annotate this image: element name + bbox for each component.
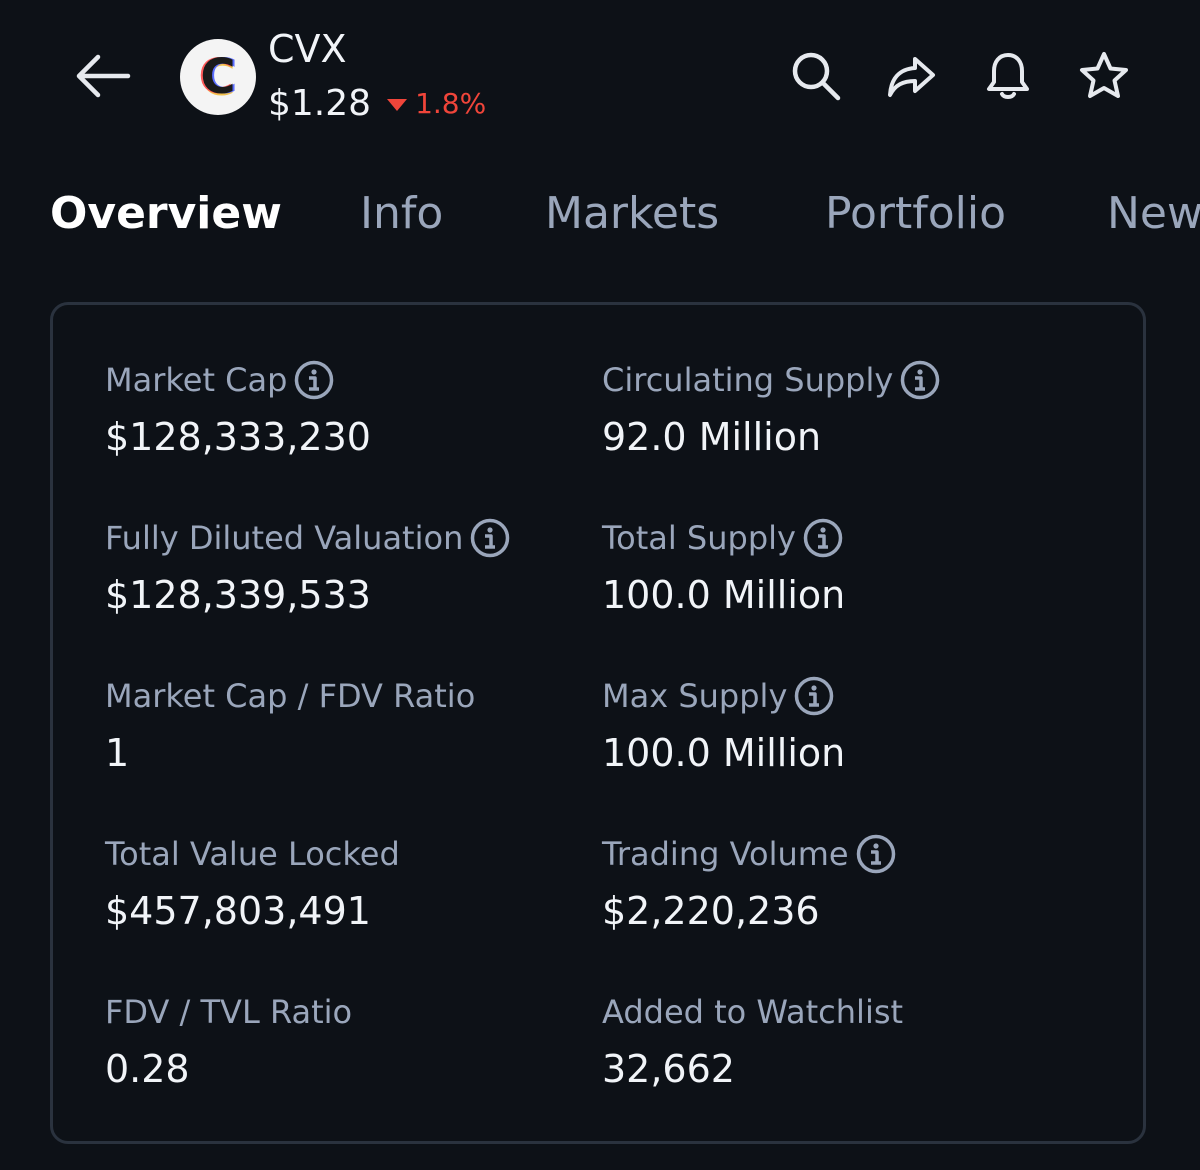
star-icon bbox=[1080, 52, 1128, 98]
tab-news[interactable]: New bbox=[1107, 188, 1200, 239]
stat-trading-volume: Trading Volume $2,220,236 bbox=[602, 831, 897, 935]
stat-added-to-watchlist: Added to Watchlist 32,662 bbox=[602, 989, 903, 1093]
stat-fully-diluted-valuation: Fully Diluted Valuation $128,339,533 bbox=[105, 515, 511, 619]
stat-value: 92.0 Million bbox=[602, 415, 822, 459]
share-icon bbox=[888, 57, 935, 97]
price-down-icon bbox=[387, 99, 408, 111]
price-alert-button[interactable] bbox=[978, 46, 1038, 106]
stat-circulating-supply: Circulating Supply 92.0 Million bbox=[602, 357, 941, 461]
stat-label: Fully Diluted Valuation bbox=[105, 519, 464, 557]
stat-label: FDV / TVL Ratio bbox=[105, 993, 353, 1031]
stat-value: 100.0 Million bbox=[602, 731, 846, 775]
tab-portfolio[interactable]: Portfolio bbox=[825, 188, 1007, 239]
search-button[interactable] bbox=[786, 46, 846, 106]
stat-value: $128,333,230 bbox=[105, 415, 371, 459]
stat-max-supply: Max Supply 100.0 Million bbox=[602, 673, 845, 777]
stat-value: $457,803,491 bbox=[105, 889, 371, 933]
watchlist-button[interactable] bbox=[1074, 46, 1134, 106]
stat-value: 1 bbox=[105, 731, 130, 775]
tab-markets[interactable]: Markets bbox=[545, 188, 720, 239]
share-button[interactable] bbox=[882, 46, 942, 106]
info-icon[interactable] bbox=[293, 359, 335, 401]
price-change: 1.8% bbox=[415, 86, 487, 120]
stat-label: Circulating Supply bbox=[602, 361, 894, 399]
back-button[interactable] bbox=[70, 48, 134, 104]
stat-market-cap-fdv-ratio: Market Cap / FDV Ratio 1 bbox=[105, 673, 475, 777]
coin-logo-letter: C bbox=[200, 49, 236, 105]
tab-info[interactable]: Info bbox=[360, 188, 444, 239]
info-icon[interactable] bbox=[899, 359, 941, 401]
coin-symbol: CVX bbox=[268, 27, 347, 71]
coin-price: $1.28 bbox=[268, 82, 372, 124]
stat-label: Trading Volume bbox=[602, 835, 849, 873]
info-icon[interactable] bbox=[855, 833, 897, 875]
stat-total-supply: Total Supply 100.0 Million bbox=[602, 515, 845, 619]
stat-label: Max Supply bbox=[602, 677, 788, 715]
info-icon[interactable] bbox=[802, 517, 844, 559]
stat-label: Total Value Locked bbox=[105, 835, 400, 873]
stat-value: 0.28 bbox=[105, 1047, 190, 1091]
tab-overview[interactable]: Overview bbox=[50, 188, 282, 239]
stat-label: Market Cap / FDV Ratio bbox=[105, 677, 476, 715]
stat-label: Added to Watchlist bbox=[602, 993, 904, 1031]
search-icon bbox=[792, 52, 841, 101]
stat-value: $128,339,533 bbox=[105, 573, 371, 617]
stats-card: Market Cap $128,333,230 Circulating Supp… bbox=[50, 302, 1146, 1144]
bell-icon bbox=[987, 53, 1029, 99]
coin-logo: C bbox=[180, 39, 256, 115]
stat-value: 32,662 bbox=[602, 1047, 735, 1091]
info-icon[interactable] bbox=[469, 517, 511, 559]
info-icon[interactable] bbox=[793, 675, 835, 717]
stat-total-value-locked: Total Value Locked $457,803,491 bbox=[105, 831, 400, 935]
stat-market-cap: Market Cap $128,333,230 bbox=[105, 357, 371, 461]
stat-fdv-tvl-ratio: FDV / TVL Ratio 0.28 bbox=[105, 989, 352, 1093]
stat-label: Total Supply bbox=[602, 519, 796, 557]
stat-label: Market Cap bbox=[105, 361, 288, 399]
tab-bar: Overview Info Markets Portfolio New bbox=[0, 170, 1200, 260]
back-arrow-icon bbox=[76, 54, 131, 98]
price-row: $1.28 1.8% bbox=[268, 80, 486, 126]
stat-value: 100.0 Million bbox=[602, 573, 846, 617]
coin-header: C CVX $1.28 1.8% bbox=[0, 0, 1200, 150]
stat-value: $2,220,236 bbox=[602, 889, 820, 933]
